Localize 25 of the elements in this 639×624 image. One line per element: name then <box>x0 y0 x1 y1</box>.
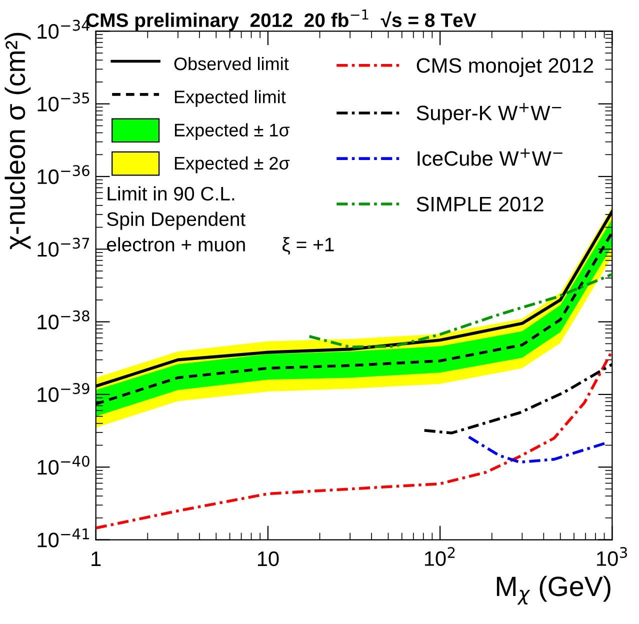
annotation: ξ = +1 <box>282 237 334 255</box>
legend-label: Observed limit <box>174 56 289 70</box>
y-tick-label: 10$^{−37}$ <box>38 238 90 257</box>
legend-label: Super-K W$^{+}$W$^{−}$ <box>416 103 562 124</box>
legend-label: IceCube W$^{+}$W$^{−}$ <box>418 148 562 166</box>
y-axis-title: χ-nucleon σ (cm²) <box>4 32 31 250</box>
legend-label: CMS monojet 2012 <box>416 58 594 77</box>
annotation: electron + muon <box>107 237 245 252</box>
legend-label: SIMPLE 2012 <box>416 196 544 212</box>
x-tick-label: 10 <box>258 551 279 566</box>
y-tick-label: 10$^{−36}$ <box>38 165 90 184</box>
y-tick-label: 10$^{−41}$ <box>38 528 89 548</box>
annotation: Limit in 90 C.L. <box>108 186 234 201</box>
legend-label: Expected limit <box>174 90 286 107</box>
y-tick-label: 10$^{−38}$ <box>38 310 90 330</box>
legend-label: Expected ± 1σ <box>174 123 290 140</box>
legend-label: Expected ± 2σ <box>174 156 290 174</box>
x-axis-title: M$_{χ}$ (GeV) <box>496 576 610 605</box>
y-tick-label: 10$^{−40}$ <box>38 456 90 475</box>
x-tick-label: 1 <box>92 552 101 566</box>
y-tick-label: 10$^{−35}$ <box>38 92 90 112</box>
x-tick-label: 10$^{2}$ <box>424 547 455 566</box>
x-tick-label: 10$^{3}$ <box>597 547 627 566</box>
y-tick-label: 10$^{−39}$ <box>38 383 90 402</box>
annotation: Spin Dependent <box>107 212 246 230</box>
